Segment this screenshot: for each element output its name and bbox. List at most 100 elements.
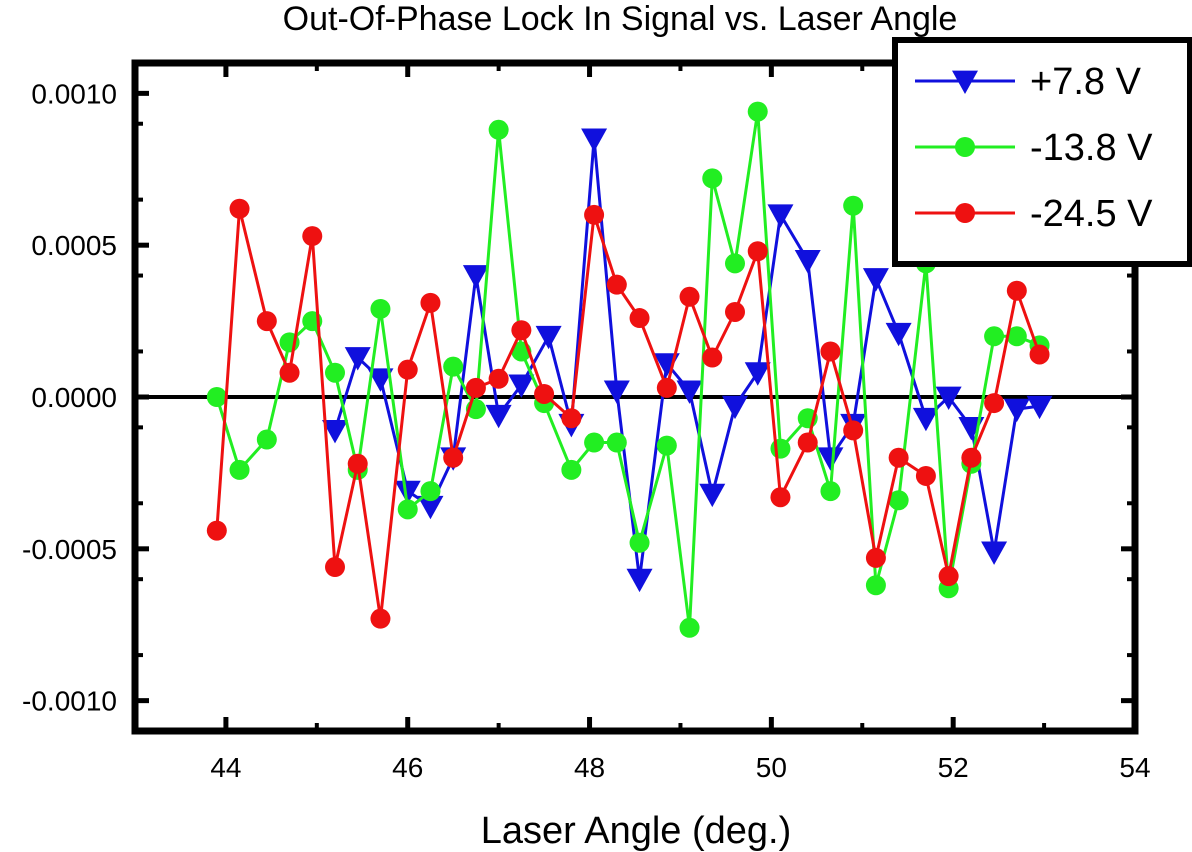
- data-point: [984, 393, 1005, 414]
- data-point: [581, 128, 608, 152]
- data-point: [256, 429, 277, 450]
- data-point: [488, 368, 509, 389]
- data-point: [935, 386, 962, 410]
- data-point: [420, 481, 441, 502]
- data-point: [747, 101, 768, 122]
- y-tick-label: 0.0005: [31, 230, 117, 261]
- data-point: [367, 368, 394, 392]
- data-point: [279, 362, 300, 383]
- data-point: [302, 226, 323, 247]
- series-2: [206, 198, 1050, 629]
- data-point: [229, 198, 250, 219]
- data-point: [843, 195, 864, 216]
- data-point: [561, 408, 582, 429]
- data-point: [370, 298, 391, 319]
- x-tick-label: 52: [938, 752, 969, 783]
- y-tick-label: 0.0010: [31, 78, 117, 109]
- data-point: [397, 499, 418, 520]
- data-point: [370, 608, 391, 629]
- data-point: [325, 557, 345, 578]
- data-point: [603, 380, 630, 404]
- data-point: [1026, 395, 1053, 420]
- data-point: [626, 568, 653, 593]
- data-point: [725, 253, 745, 274]
- data-point: [1006, 280, 1027, 301]
- data-point: [443, 447, 464, 468]
- data-point: [865, 547, 886, 568]
- data-point: [1006, 326, 1027, 347]
- x-tick-label: 44: [210, 752, 241, 783]
- y-tick-label: -0.0010: [22, 686, 117, 717]
- data-point: [702, 168, 723, 189]
- data-point: [511, 320, 532, 341]
- data-point: [629, 308, 650, 329]
- legend-label: -13.8 V: [1030, 127, 1153, 169]
- x-tick-label: 48: [574, 752, 605, 783]
- data-point: [865, 575, 886, 596]
- data-point: [443, 356, 464, 377]
- legend-swatch-marker: [955, 137, 975, 157]
- data-point: [561, 459, 582, 480]
- data-point: [485, 404, 512, 429]
- data-point: [584, 432, 605, 453]
- data-point: [794, 249, 821, 274]
- data-point: [820, 481, 841, 502]
- data-point: [629, 532, 650, 553]
- data-point: [535, 325, 562, 350]
- data-point: [325, 362, 345, 383]
- data-point: [1029, 344, 1050, 365]
- series-layer: [206, 101, 1053, 638]
- data-point: [206, 387, 227, 407]
- data-point: [322, 420, 348, 444]
- legend-label: +7.8 V: [1030, 61, 1142, 103]
- legend-item: +7.8 V: [915, 61, 1142, 103]
- plot-frame: [131, 59, 1139, 735]
- data-point: [465, 377, 486, 398]
- legend-item: -13.8 V: [915, 127, 1153, 169]
- legend-item: -24.5 V: [915, 193, 1153, 235]
- data-point: [744, 362, 771, 386]
- data-point: [229, 459, 250, 480]
- legend-swatch-marker: [955, 203, 975, 223]
- chart-title: Out-Of-Phase Lock In Signal vs. Laser An…: [283, 0, 958, 38]
- data-point: [534, 383, 555, 404]
- data-point: [888, 447, 909, 468]
- data-point: [676, 380, 703, 404]
- data-point: [843, 420, 864, 441]
- data-point: [656, 435, 677, 456]
- data-point: [397, 359, 418, 380]
- data-point: [981, 541, 1008, 565]
- tick-labels: 0.0010 0.0005 0.0000 -0.0005 -0.0010 44 46 48 50…: [22, 78, 1151, 783]
- data-point: [656, 377, 677, 398]
- data-point: [862, 268, 889, 292]
- data-point: [488, 119, 509, 140]
- data-point: [417, 495, 444, 520]
- data-point: [770, 438, 791, 459]
- legend-swatch-marker: [952, 70, 978, 94]
- data-point: [885, 322, 912, 347]
- data-point: [394, 480, 421, 505]
- data-point: [462, 265, 489, 289]
- data-point: [420, 292, 441, 313]
- data-point: [606, 432, 627, 453]
- data-point: [912, 407, 939, 432]
- data-point: [938, 566, 959, 587]
- legend-label: -24.5 V: [1030, 193, 1153, 235]
- y-tick-label: 0.0000: [31, 382, 117, 413]
- x-tick-label: 50: [756, 752, 787, 783]
- x-axis-title: Laser Angle (deg.): [481, 810, 792, 852]
- data-point: [722, 395, 748, 420]
- data-point: [699, 483, 726, 508]
- data-point: [679, 617, 700, 638]
- legend-box: [892, 37, 1192, 267]
- data-point: [344, 347, 371, 371]
- data-point: [679, 286, 700, 307]
- data-point: [984, 326, 1005, 347]
- data-point: [508, 374, 535, 398]
- data-point: [817, 447, 844, 471]
- data-point: [256, 311, 277, 332]
- legend: +7.8 V -13.8 V -24.5 V: [892, 37, 1192, 267]
- data-point: [747, 241, 768, 262]
- data-point: [888, 490, 909, 511]
- x-tick-label: 46: [392, 752, 423, 783]
